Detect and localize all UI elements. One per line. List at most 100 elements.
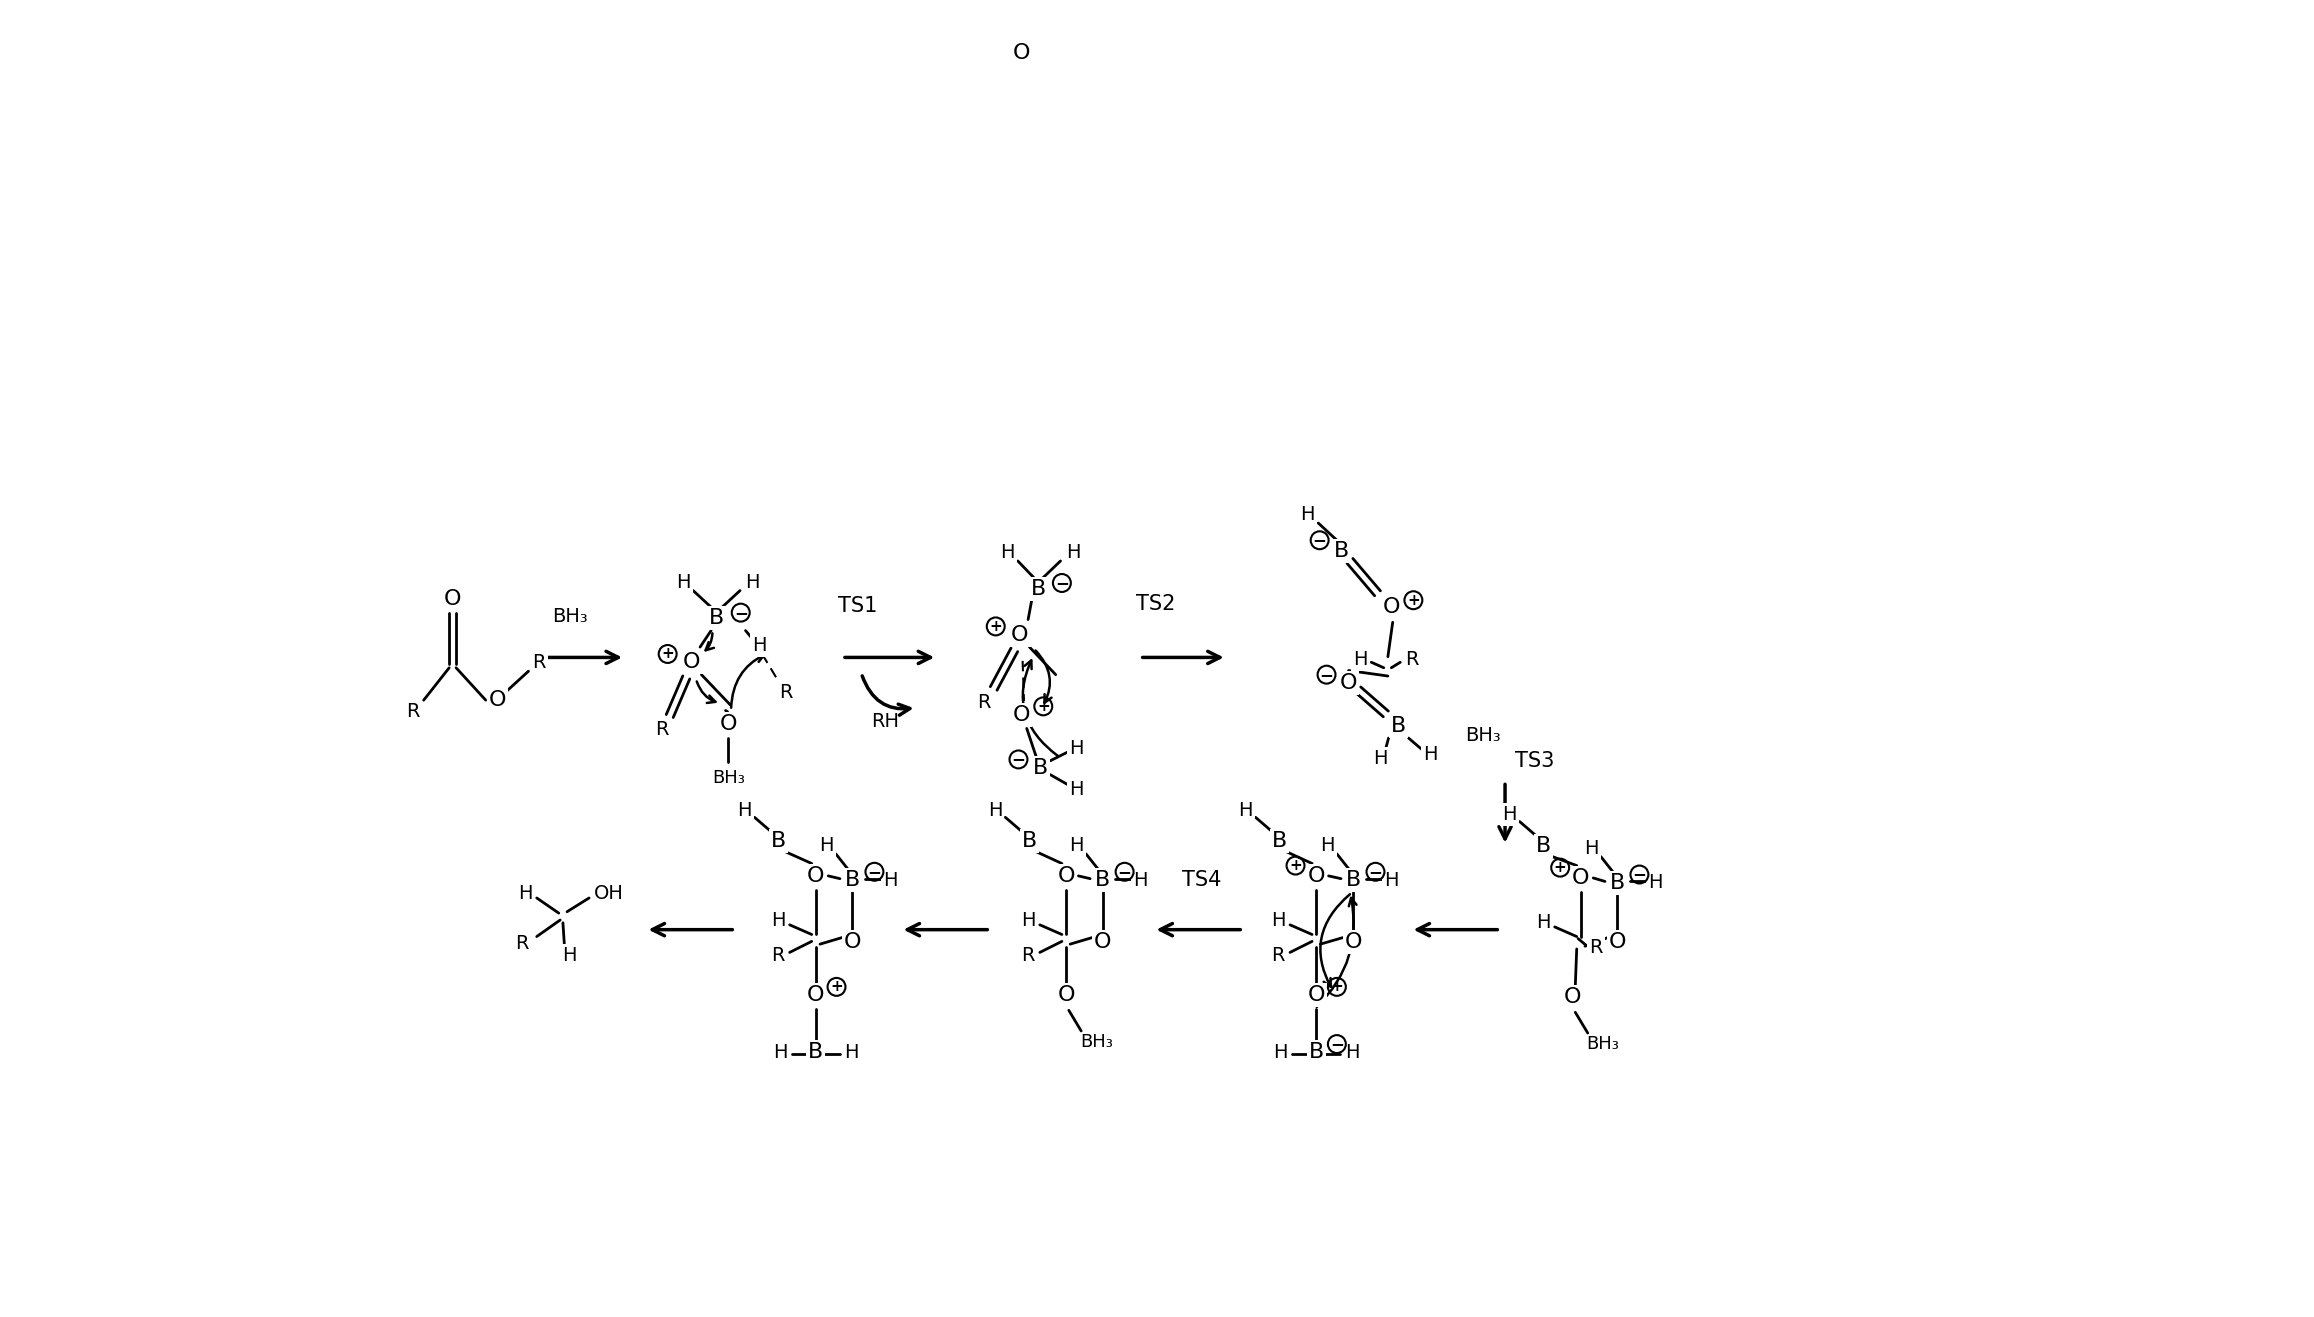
Text: H: H [773,1043,787,1062]
Text: H: H [1069,739,1083,757]
Text: +: + [990,619,1002,633]
Text: H: H [1585,839,1599,857]
Text: H: H [1502,805,1516,824]
Text: R: R [655,720,669,739]
Text: O: O [1381,597,1400,618]
Text: O: O [1608,932,1627,952]
Text: O: O [1014,705,1030,724]
Text: O: O [1564,988,1580,1008]
Text: H: H [1000,543,1016,562]
Text: H: H [1372,749,1388,768]
Text: O: O [1340,673,1358,693]
Text: H: H [1270,911,1287,930]
Text: O: O [1057,865,1074,886]
Text: O: O [1095,932,1111,952]
Text: H: H [676,573,692,591]
Text: B: B [1310,1042,1324,1063]
Text: B: B [1391,715,1407,736]
Text: B: B [1347,871,1361,890]
Text: −: − [1118,863,1132,881]
Text: −: − [868,863,882,881]
Text: +: + [1407,593,1421,607]
Text: H: H [736,801,752,820]
Text: B: B [808,1042,824,1063]
Text: H: H [1134,871,1148,889]
Text: +: + [662,647,673,661]
Text: H: H [1344,1043,1358,1062]
Text: H: H [562,946,576,964]
Text: O: O [488,690,507,710]
Text: H: H [884,871,898,889]
Text: O: O [1571,868,1590,888]
Text: H: H [1384,871,1398,889]
Text: H: H [1354,651,1368,669]
Text: RH: RH [870,712,898,731]
Text: B: B [1030,578,1046,598]
Text: −: − [1368,863,1381,881]
Text: H: H [845,1043,858,1062]
Text: BH₃: BH₃ [713,769,745,788]
Text: B: B [771,831,787,852]
Text: H: H [988,801,1002,820]
Text: −: − [1631,865,1645,884]
Text: BH₃: BH₃ [1587,1035,1620,1054]
Text: H: H [1020,911,1034,930]
Text: B: B [1611,873,1624,893]
Text: R: R [771,946,784,964]
Text: O: O [808,985,824,1005]
Text: R: R [532,653,546,673]
Text: H: H [1273,1043,1287,1062]
Text: TS1: TS1 [838,595,877,616]
Text: H: H [1069,780,1083,799]
Text: +: + [1037,699,1051,714]
Text: −: − [1319,665,1333,684]
Text: H: H [518,884,532,902]
Text: R: R [1405,651,1418,669]
Text: H: H [1238,801,1252,820]
Text: BH₃: BH₃ [1081,1033,1113,1051]
Text: B: B [1095,871,1111,890]
Text: H: H [1536,913,1550,932]
Text: R: R [977,693,990,711]
Text: O: O [683,652,701,672]
Text: R: R [514,934,528,954]
Text: O: O [1011,624,1030,645]
Text: R: R [1273,946,1284,964]
Text: OH: OH [595,884,625,902]
Text: +: + [1289,859,1303,873]
Text: B: B [1536,835,1550,856]
Text: −: − [1312,531,1326,549]
Text: TS4: TS4 [1182,871,1222,890]
Text: B: B [1335,540,1349,561]
Text: −: − [1331,1035,1344,1054]
Text: BH₃: BH₃ [553,607,588,626]
Text: B: B [708,608,724,628]
Text: H: H [819,836,833,855]
Text: O: O [845,932,861,952]
Text: −: − [734,603,747,622]
Text: +: + [1331,980,1342,994]
Text: O: O [808,865,824,886]
Text: H: H [1423,745,1437,764]
Text: R: R [1020,946,1034,964]
Text: O: O [1014,43,1030,63]
Text: BH₃: BH₃ [1465,726,1502,745]
Text: H: H [745,573,759,591]
Text: O: O [1307,985,1326,1005]
Text: H: H [1067,543,1081,562]
Text: R: R [780,684,791,702]
Text: B: B [1032,757,1048,778]
Text: O: O [1057,985,1074,1005]
Text: R: R [405,702,419,720]
Text: +: + [831,980,842,994]
Text: TS3: TS3 [1516,751,1555,770]
Text: O: O [1307,865,1326,886]
Text: B: B [1273,831,1287,852]
Text: O: O [1344,932,1363,952]
Text: O: O [444,589,460,608]
Text: TS2: TS2 [1136,594,1176,614]
Text: B: B [845,871,861,890]
Text: −: − [1055,574,1069,593]
Text: H: H [771,911,784,930]
Text: −: − [1011,751,1025,768]
